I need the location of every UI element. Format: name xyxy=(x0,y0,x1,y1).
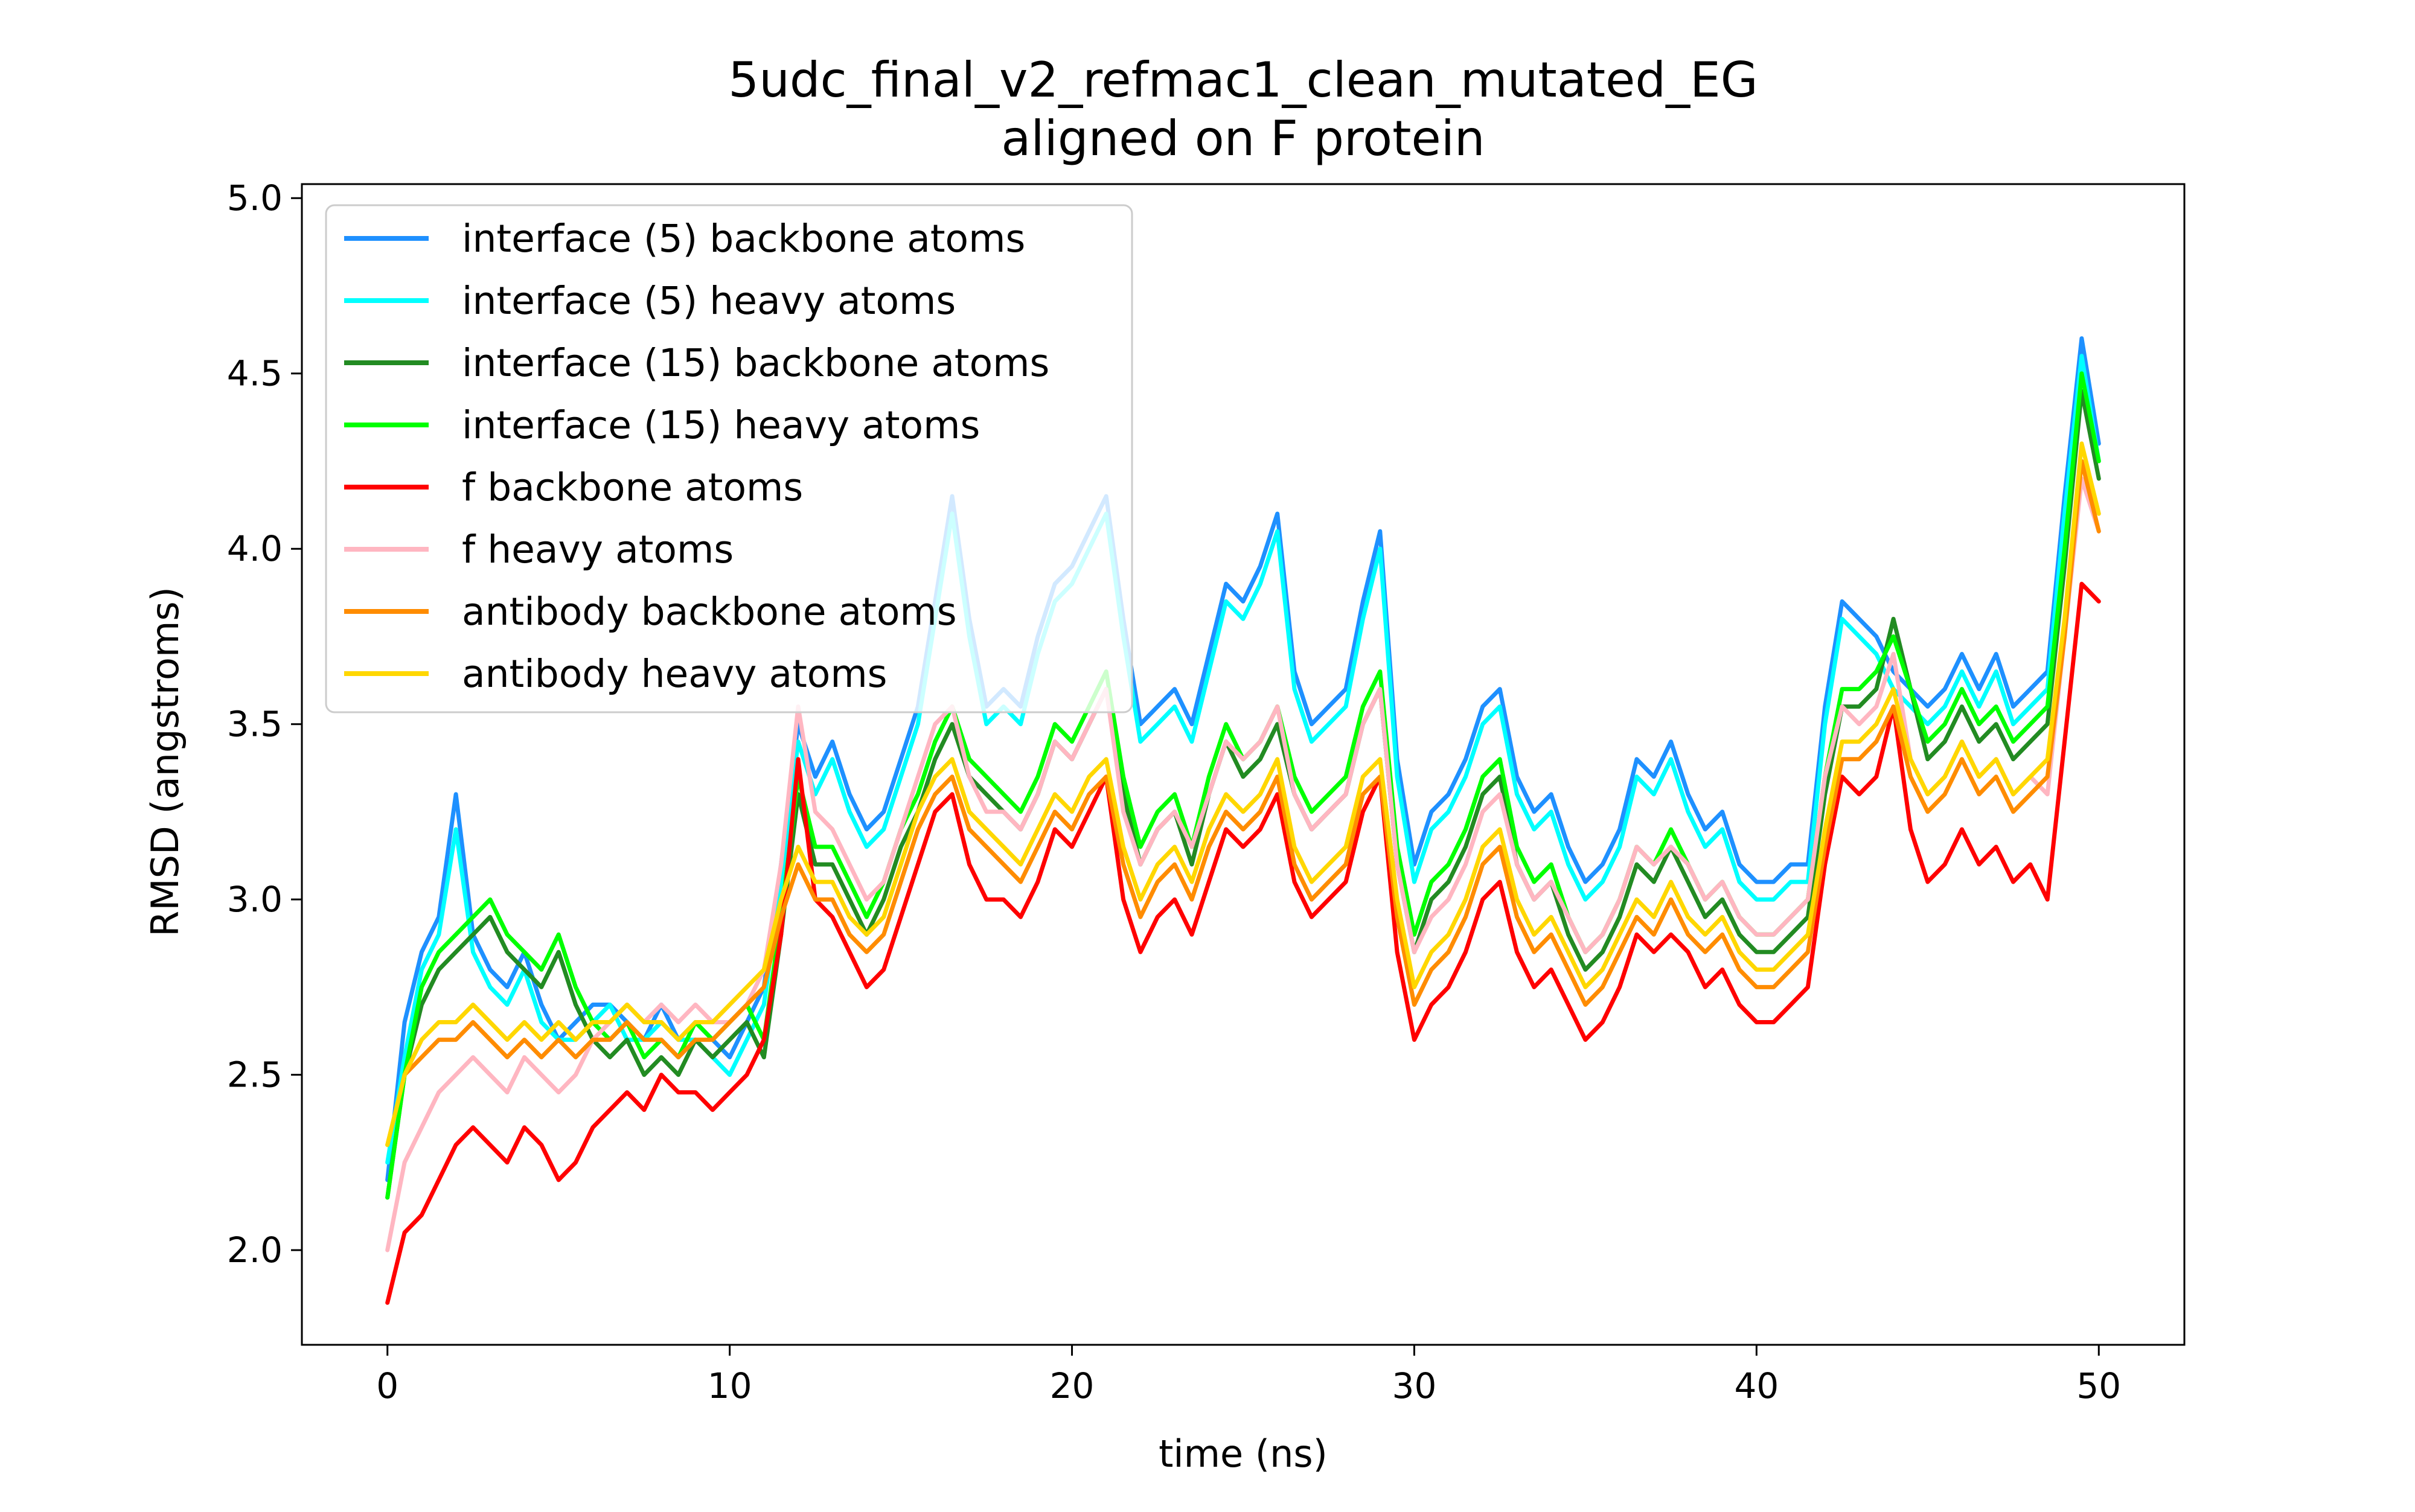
x-tick-label: 30 xyxy=(1392,1365,1437,1406)
series-line-5 xyxy=(385,581,2101,1305)
legend-label: interface (15) heavy atoms xyxy=(462,403,980,447)
series-line-8 xyxy=(385,441,2101,1147)
y-tick-label: 4.0 xyxy=(227,528,283,569)
y-axis-label: RMSD (angstroms) xyxy=(143,587,187,937)
axes-frame xyxy=(301,183,2186,1346)
legend-label: interface (5) backbone atoms xyxy=(462,217,1025,261)
chart-subtitle: aligned on F protein xyxy=(1001,110,1485,167)
y-tick-label: 3.5 xyxy=(227,704,283,745)
legend: interface (5) backbone atoms interface (5… xyxy=(325,204,1133,713)
y-tick-label: 2.5 xyxy=(227,1054,283,1096)
y-tick-label: 4.5 xyxy=(227,353,283,394)
series-line-7 xyxy=(385,459,2101,1147)
chart-title: 5udc_final_v2_refmac1_clean_mutated_EG xyxy=(728,52,1758,108)
legend-label: f backbone atoms xyxy=(462,465,803,509)
x-tick-label: 20 xyxy=(1050,1365,1095,1406)
y-tick-label: 2.0 xyxy=(227,1230,283,1271)
x-axis-label: time (ns) xyxy=(1159,1432,1328,1476)
legend-label: interface (5) heavy atoms xyxy=(462,279,956,323)
x-tick-label: 50 xyxy=(2076,1365,2121,1406)
plot-area xyxy=(385,336,2101,1305)
legend-box xyxy=(325,204,1133,713)
axes: 0 10 20 30 40 50 2.0 2.5 3.0 3.5 4.0 4.5 5.0 xyxy=(227,177,2186,1406)
series-line-3 xyxy=(385,389,2101,1200)
x-tick-label: 40 xyxy=(1734,1365,1779,1406)
legend-label: f heavy atoms xyxy=(462,528,734,572)
x-tick-label: 10 xyxy=(708,1365,752,1406)
legend-label: interface (15) backbone atoms xyxy=(462,341,1049,385)
x-tick-label: 0 xyxy=(376,1365,398,1406)
legend-label: antibody backbone atoms xyxy=(462,590,957,634)
y-tick-label: 5.0 xyxy=(227,177,283,219)
series-line-6 xyxy=(385,476,2101,1252)
y-tick-label: 3.0 xyxy=(227,879,283,920)
legend-label: antibody heavy atoms xyxy=(462,652,888,696)
